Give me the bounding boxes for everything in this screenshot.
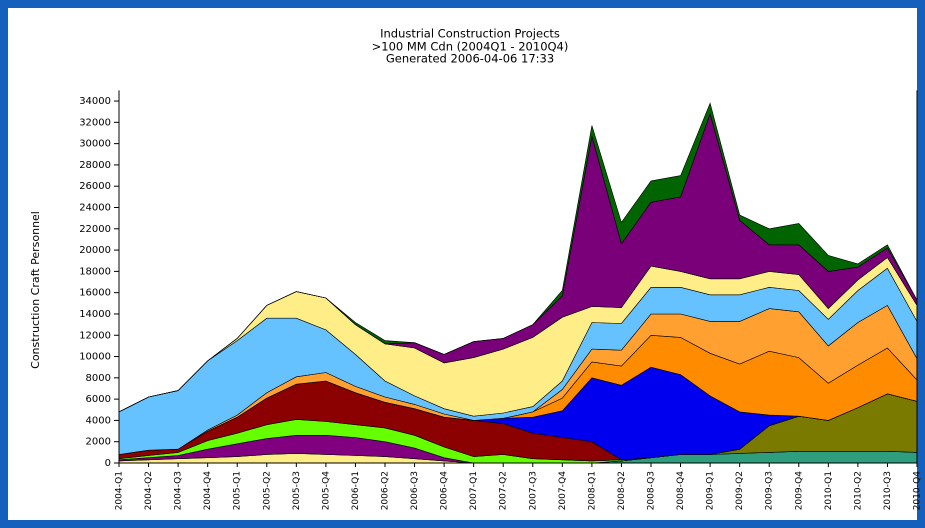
- y-tick-label: 10000: [79, 352, 111, 363]
- x-tick-label: 2010-Q1: [824, 471, 834, 510]
- y-tick-label: 4000: [86, 415, 111, 426]
- x-tick-label: 2006-Q3: [410, 471, 420, 510]
- x-tick-label: 2008-Q3: [647, 471, 657, 510]
- x-tick-label: 2005-Q3: [292, 471, 302, 510]
- x-tick-label: 2009-Q3: [765, 471, 775, 510]
- y-tick-label: 14000: [79, 309, 111, 320]
- x-tick-label: 2004-Q3: [174, 471, 184, 510]
- chart-subtitle: >100 MM Cdn (2004Q1 - 2010Q4): [372, 40, 569, 54]
- y-tick-label: 30000: [79, 139, 111, 150]
- x-tick-label: 2009-Q2: [735, 471, 745, 510]
- x-tick-label: 2006-Q4: [440, 471, 450, 511]
- y-tick-label: 18000: [79, 266, 111, 277]
- y-tick-label: 32000: [79, 117, 111, 128]
- x-tick-label: 2009-Q1: [706, 471, 716, 510]
- x-tick-label: 2010-Q4: [913, 471, 923, 511]
- x-tick-label: 2010-Q2: [853, 471, 863, 510]
- y-axis-label: Construction Craft Personnel: [29, 211, 42, 369]
- x-tick-label: 2007-Q1: [469, 471, 479, 510]
- generated-note: Generated 2006-04-06 17:33: [386, 52, 554, 66]
- x-tick-label: 2006-Q2: [381, 471, 391, 510]
- y-tick-label: 16000: [79, 288, 111, 299]
- x-tick-label: 2008-Q1: [587, 471, 597, 510]
- x-tick-label: 2005-Q1: [233, 471, 243, 510]
- y-tick-label: 34000: [79, 96, 111, 107]
- x-tick-label: 2008-Q4: [676, 471, 686, 511]
- y-tick-label: 26000: [79, 181, 111, 192]
- x-tick-label: 2008-Q2: [617, 471, 627, 510]
- x-tick-label: 2010-Q3: [883, 471, 893, 510]
- y-tick-label: 2000: [86, 437, 111, 448]
- chart-title: Industrial Construction Projects: [380, 27, 560, 41]
- x-tick-label: 2005-Q2: [262, 471, 272, 510]
- y-tick-label: 20000: [79, 245, 111, 256]
- x-tick-label: 2005-Q4: [321, 471, 331, 511]
- x-tick-label: 2006-Q1: [351, 471, 361, 510]
- x-tick-label: 2004-Q2: [144, 471, 154, 510]
- y-tick-label: 12000: [79, 330, 111, 341]
- x-tick-label: 2007-Q4: [558, 471, 568, 511]
- y-tick-label: 0: [105, 458, 111, 469]
- x-tick-label: 2009-Q4: [794, 471, 804, 511]
- y-tick-label: 6000: [86, 394, 111, 405]
- y-tick-label: 24000: [79, 203, 111, 214]
- x-tick-label: 2004-Q1: [115, 471, 125, 510]
- x-tick-label: 2007-Q3: [528, 471, 538, 510]
- x-tick-label: 2004-Q4: [203, 471, 213, 511]
- y-tick-label: 8000: [86, 373, 111, 384]
- x-tick-label: 2007-Q2: [499, 471, 509, 510]
- y-tick-label: 22000: [79, 224, 111, 235]
- y-tick-label: 28000: [79, 160, 111, 171]
